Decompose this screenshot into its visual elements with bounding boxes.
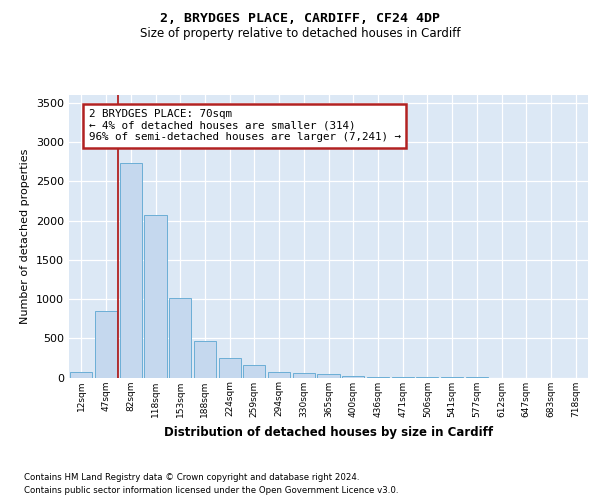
Bar	[145, 214, 167, 378]
Text: Size of property relative to detached houses in Cardiff: Size of property relative to detached ho…	[140, 28, 460, 40]
Bar	[317, 374, 340, 378]
Text: Contains public sector information licensed under the Open Government Licence v3: Contains public sector information licen…	[24, 486, 398, 495]
Bar	[95, 311, 117, 378]
Bar	[243, 366, 265, 378]
Bar	[342, 376, 364, 378]
Text: Contains HM Land Registry data © Crown copyright and database right 2024.: Contains HM Land Registry data © Crown c…	[24, 472, 359, 482]
Bar	[119, 164, 142, 378]
Bar	[194, 341, 216, 378]
Bar	[268, 372, 290, 378]
Bar	[169, 298, 191, 378]
Bar	[367, 376, 389, 378]
Bar	[70, 372, 92, 378]
Y-axis label: Number of detached properties: Number of detached properties	[20, 148, 31, 324]
Bar	[218, 358, 241, 378]
Bar	[392, 377, 414, 378]
Text: 2 BRYDGES PLACE: 70sqm
← 4% of detached houses are smaller (314)
96% of semi-det: 2 BRYDGES PLACE: 70sqm ← 4% of detached …	[89, 109, 401, 142]
Text: 2, BRYDGES PLACE, CARDIFF, CF24 4DP: 2, BRYDGES PLACE, CARDIFF, CF24 4DP	[160, 12, 440, 26]
Bar	[293, 373, 315, 378]
Text: Distribution of detached houses by size in Cardiff: Distribution of detached houses by size …	[164, 426, 493, 439]
